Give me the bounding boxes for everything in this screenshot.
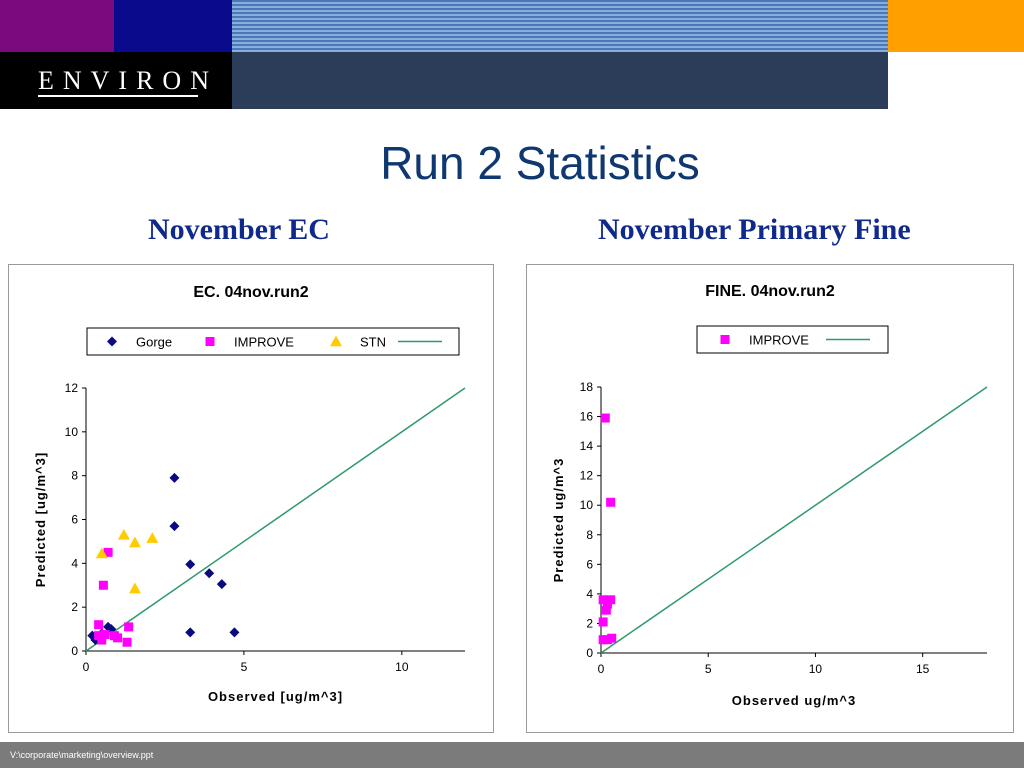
- y-tick-label: 8: [586, 528, 593, 542]
- y-tick-label: 0: [71, 644, 78, 658]
- header-navy-block: [114, 0, 232, 52]
- header-orange-block: [888, 0, 1024, 52]
- header-striped-band: [232, 0, 888, 52]
- y-tick-label: 4: [71, 556, 78, 570]
- data-point-gorge: [204, 568, 215, 579]
- legend-marker-triangle: [330, 335, 342, 347]
- y-tick-label: 0: [586, 646, 593, 660]
- data-point-stn: [146, 532, 159, 543]
- company-logo: ENVIRON: [38, 66, 218, 95]
- legend-label: IMPROVE: [749, 333, 809, 348]
- data-point-improve: [124, 622, 134, 632]
- y-tick-label: 10: [580, 498, 594, 512]
- legend-marker-square: [205, 337, 215, 346]
- data-point-improve: [607, 633, 617, 643]
- data-point-improve: [601, 605, 611, 615]
- data-point-gorge: [229, 627, 240, 638]
- y-tick-label: 16: [580, 410, 594, 424]
- data-point-gorge: [185, 559, 196, 570]
- data-point-improve: [100, 630, 110, 640]
- footer-file-path: V:\corporate\marketing\overview.ppt: [10, 750, 154, 760]
- chart-fine: FINE. 04nov.run2 IMPROVE 0 2 4 6 8 10 12 14 16 18 0 5…: [526, 264, 1014, 733]
- header-slate-band: [232, 52, 888, 109]
- y-tick-label: 8: [71, 469, 78, 483]
- x-tick-label: 10: [809, 662, 823, 676]
- data-point-improve: [103, 547, 113, 557]
- data-point-gorge: [216, 579, 227, 590]
- y-tick-label: 10: [65, 425, 79, 439]
- data-point-improve: [97, 635, 107, 645]
- data-point-stn: [128, 536, 141, 548]
- x-tick-label: 15: [916, 662, 930, 676]
- legend-label: STN: [360, 335, 386, 350]
- x-axis-label: Observed [ug/m^3]: [208, 689, 343, 704]
- data-point-stn: [128, 582, 141, 594]
- y-tick-label: 2: [71, 600, 78, 614]
- chart-title: FINE. 04nov.run2: [705, 283, 835, 300]
- data-point-gorge: [169, 521, 180, 532]
- y-axis-label: Predicted ug/m^3: [551, 458, 566, 583]
- x-tick-label: 10: [395, 660, 409, 674]
- chart-fine-svg: FINE. 04nov.run2 IMPROVE 0 2 4 6 8 10 12 14 16 18 0 5…: [526, 264, 1014, 733]
- logo-underline: [38, 95, 198, 97]
- y-tick-label: 18: [580, 380, 594, 394]
- x-tick-label: 0: [83, 660, 90, 674]
- data-point-improve: [606, 497, 616, 507]
- y-axis-label: Predicted [ug/m^3]: [33, 452, 48, 587]
- chart-title: EC. 04nov.run2: [193, 284, 308, 301]
- chart-ec: EC. 04nov.run2 Gorge IMPROVE STN 0 2 4 6 8 10 12 0 5…: [8, 264, 494, 733]
- one-to-one-line: [600, 386, 988, 654]
- data-point-improve: [600, 413, 610, 423]
- header-logo-area: [0, 52, 232, 109]
- legend-label: IMPROVE: [234, 335, 294, 350]
- data-point-improve: [98, 580, 108, 590]
- subtitle-right: November Primary Fine: [598, 213, 911, 246]
- x-tick-label: 5: [241, 660, 248, 674]
- subtitle-left: November EC: [148, 213, 330, 246]
- data-point-improve: [113, 633, 123, 643]
- x-tick-label: 5: [705, 662, 712, 676]
- y-tick-label: 12: [580, 469, 594, 483]
- data-point-stn: [95, 547, 108, 559]
- y-tick-label: 12: [65, 381, 79, 395]
- y-tick-label: 4: [586, 587, 593, 601]
- data-point-stn: [117, 528, 130, 540]
- header-purple-block: [0, 0, 114, 52]
- header-band: ENVIRON: [0, 0, 1024, 110]
- y-tick-label: 2: [586, 616, 593, 630]
- legend-marker-square: [720, 335, 730, 344]
- data-point-improve: [122, 637, 132, 647]
- footer-bar: [0, 742, 1024, 768]
- slide-title: Run 2 Statistics: [380, 137, 700, 189]
- data-point-improve: [598, 617, 608, 627]
- legend-marker-diamond: [107, 336, 117, 347]
- chart-ec-svg: EC. 04nov.run2 Gorge IMPROVE STN 0 2 4 6 8 10 12 0 5…: [8, 264, 494, 733]
- y-tick-label: 6: [71, 513, 78, 527]
- x-tick-label: 0: [598, 662, 605, 676]
- data-point-improve: [94, 620, 104, 630]
- legend-box: [86, 327, 460, 356]
- data-point-improve: [602, 599, 612, 609]
- x-axis-label: Observed ug/m^3: [732, 693, 856, 708]
- data-point-gorge: [185, 627, 196, 638]
- one-to-one-line: [85, 387, 466, 652]
- data-point-gorge: [106, 624, 117, 635]
- legend-label: Gorge: [136, 335, 172, 350]
- y-tick-label: 14: [580, 439, 594, 453]
- data-point-gorge: [169, 472, 180, 483]
- y-tick-label: 6: [586, 557, 593, 571]
